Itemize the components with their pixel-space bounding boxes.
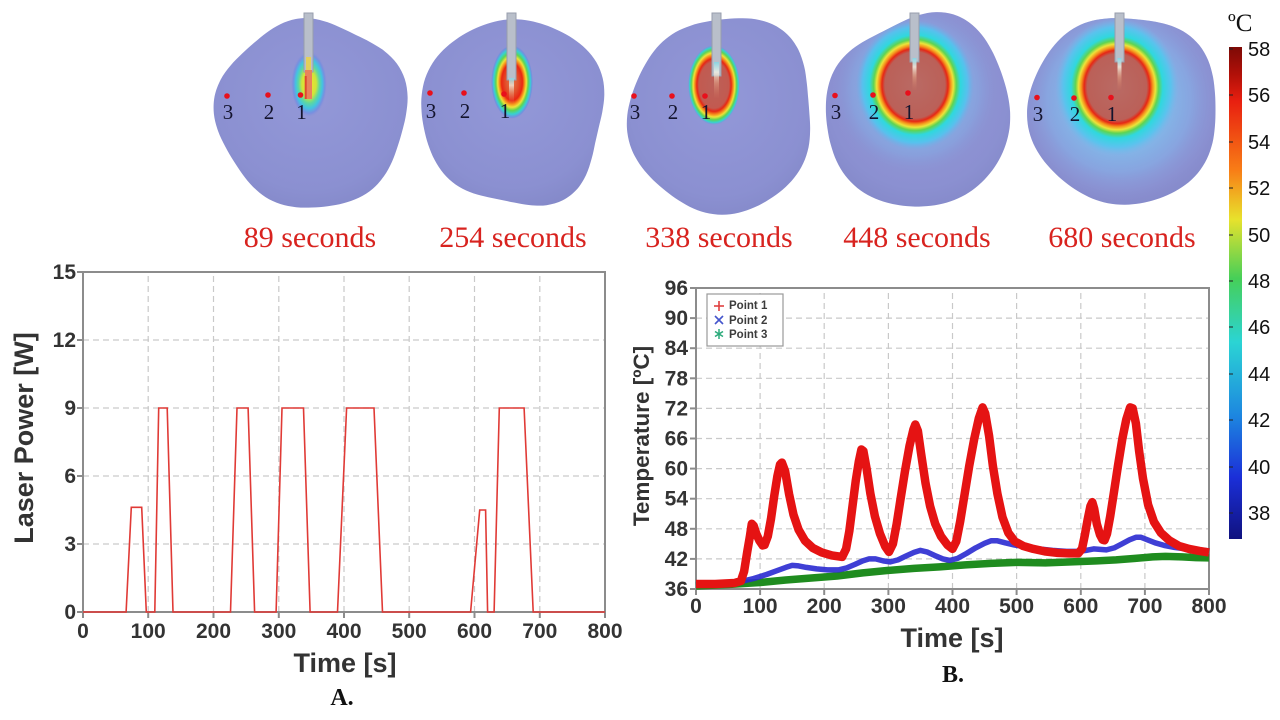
- svg-text:78: 78: [665, 367, 689, 390]
- svg-text:338 seconds: 338 seconds: [645, 221, 792, 254]
- svg-text:42: 42: [1248, 410, 1270, 432]
- svg-text:300: 300: [871, 595, 906, 618]
- svg-text:44: 44: [1248, 364, 1270, 386]
- svg-text:1: 1: [701, 100, 712, 124]
- svg-text:800: 800: [587, 620, 622, 643]
- svg-text:500: 500: [999, 595, 1034, 618]
- svg-text:42: 42: [665, 548, 688, 571]
- svg-text:72: 72: [665, 397, 688, 420]
- svg-text:1: 1: [500, 99, 511, 123]
- svg-text:3: 3: [1033, 102, 1044, 126]
- svg-text:3: 3: [223, 100, 234, 124]
- svg-text:58: 58: [1248, 39, 1270, 61]
- svg-text:2: 2: [1070, 102, 1081, 126]
- svg-text:2: 2: [668, 100, 679, 124]
- svg-text:48: 48: [1248, 271, 1270, 293]
- svg-text:Time [s]: Time [s]: [900, 623, 1003, 653]
- svg-text:200: 200: [196, 620, 231, 643]
- svg-text:0: 0: [64, 601, 76, 624]
- svg-text:0: 0: [690, 595, 702, 618]
- svg-text:300: 300: [261, 620, 296, 643]
- svg-text:12: 12: [53, 329, 76, 352]
- svg-text:1: 1: [1107, 102, 1118, 126]
- svg-text:0: 0: [77, 620, 89, 643]
- svg-text:56: 56: [1248, 85, 1270, 107]
- svg-text:52: 52: [1248, 178, 1270, 200]
- svg-text:9: 9: [64, 397, 76, 420]
- svg-text:3: 3: [831, 100, 842, 124]
- svg-text:800: 800: [1191, 595, 1226, 618]
- svg-text:60: 60: [665, 458, 688, 481]
- svg-text:700: 700: [1127, 595, 1162, 618]
- svg-text:Laser Power [W]: Laser Power [W]: [9, 332, 39, 544]
- svg-text:B.: B.: [942, 662, 964, 688]
- svg-text:89 seconds: 89 seconds: [244, 221, 376, 254]
- svg-text:400: 400: [326, 620, 361, 643]
- svg-text:448 seconds: 448 seconds: [843, 221, 990, 254]
- svg-text:ºC: ºC: [1228, 10, 1252, 37]
- svg-text:54: 54: [1248, 132, 1270, 154]
- svg-text:100: 100: [743, 595, 778, 618]
- svg-text:Point 1: Point 1: [729, 300, 768, 312]
- svg-text:48: 48: [665, 518, 689, 541]
- svg-text:2: 2: [869, 100, 880, 124]
- svg-text:3: 3: [426, 99, 437, 123]
- svg-text:2: 2: [460, 99, 471, 123]
- svg-text:6: 6: [64, 465, 76, 488]
- svg-text:Point 2: Point 2: [729, 315, 767, 327]
- svg-text:2: 2: [264, 100, 275, 124]
- svg-text:38: 38: [1248, 503, 1270, 525]
- svg-text:680 seconds: 680 seconds: [1048, 221, 1195, 254]
- svg-text:Time [s]: Time [s]: [293, 648, 396, 678]
- svg-text:600: 600: [457, 620, 492, 643]
- svg-text:500: 500: [392, 620, 427, 643]
- svg-text:54: 54: [665, 488, 689, 511]
- svg-text:46: 46: [1248, 317, 1270, 339]
- svg-text:700: 700: [522, 620, 557, 643]
- svg-text:Temperature [ºC]: Temperature [ºC]: [629, 346, 654, 526]
- svg-text:90: 90: [665, 307, 688, 330]
- svg-text:100: 100: [131, 620, 166, 643]
- svg-text:400: 400: [935, 595, 970, 618]
- svg-text:15: 15: [53, 261, 77, 284]
- svg-text:36: 36: [665, 578, 688, 601]
- svg-text:96: 96: [665, 277, 688, 300]
- svg-text:84: 84: [665, 337, 689, 360]
- svg-text:3: 3: [64, 533, 76, 556]
- svg-text:1: 1: [296, 100, 307, 124]
- svg-text:254 seconds: 254 seconds: [439, 221, 586, 254]
- svg-text:Point 3: Point 3: [729, 329, 767, 341]
- svg-text:3: 3: [630, 100, 641, 124]
- svg-text:40: 40: [1248, 457, 1270, 479]
- svg-text:600: 600: [1063, 595, 1098, 618]
- svg-text:1: 1: [904, 100, 915, 124]
- svg-text:200: 200: [807, 595, 842, 618]
- svg-text:A.: A.: [330, 685, 353, 711]
- svg-text:50: 50: [1248, 225, 1270, 247]
- svg-text:66: 66: [665, 428, 688, 451]
